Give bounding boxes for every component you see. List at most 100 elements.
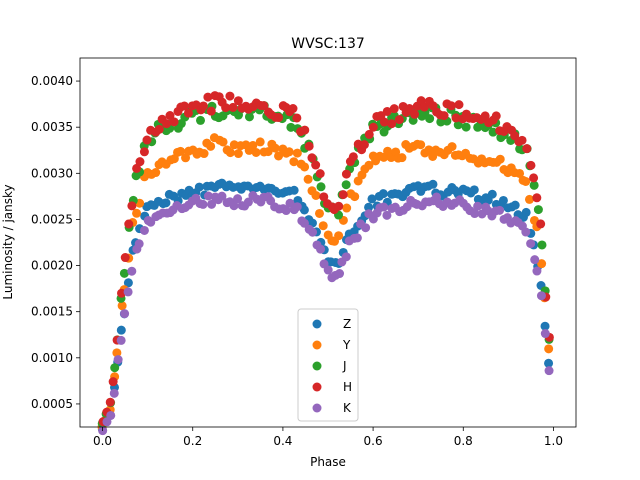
data-point — [379, 202, 389, 212]
y-tick-label: 0.0020 — [31, 259, 73, 273]
data-point — [338, 190, 348, 200]
data-point — [521, 207, 531, 217]
data-point — [311, 190, 321, 200]
data-point — [162, 119, 172, 129]
data-point — [469, 185, 479, 195]
data-point — [315, 169, 325, 179]
data-point — [536, 291, 546, 301]
data-point — [387, 119, 397, 129]
data-point — [120, 253, 130, 263]
data-point — [536, 219, 546, 229]
data-point — [425, 114, 435, 124]
y-tick-label: 0.0035 — [31, 120, 73, 134]
data-point — [259, 101, 269, 111]
data-point — [447, 142, 457, 152]
data-point — [454, 100, 464, 110]
data-point — [510, 200, 520, 210]
data-point — [233, 194, 243, 204]
data-point — [364, 202, 374, 212]
data-point — [394, 115, 404, 125]
data-point — [540, 329, 550, 339]
data-point — [274, 151, 284, 161]
data-point — [334, 201, 344, 211]
chart-title: WVSC:137 — [291, 36, 365, 52]
data-point — [251, 147, 261, 157]
data-point — [308, 227, 318, 237]
data-point — [521, 227, 531, 237]
data-point — [288, 104, 298, 114]
series-k-points — [98, 191, 554, 436]
data-point — [292, 202, 302, 212]
legend-marker-h — [312, 382, 322, 392]
series-h-points — [98, 91, 554, 427]
data-point — [110, 363, 120, 373]
x-tick-label: 0.0 — [93, 434, 112, 448]
data-point — [203, 191, 213, 201]
data-point — [318, 221, 328, 231]
data-point — [206, 106, 216, 116]
data-point — [183, 108, 193, 118]
data-point — [218, 137, 228, 147]
data-point — [432, 192, 442, 202]
data-point — [364, 129, 374, 139]
data-point — [243, 197, 253, 207]
data-point — [116, 335, 126, 345]
data-point — [199, 149, 209, 159]
data-point — [139, 147, 149, 157]
x-tick-label: 0.4 — [273, 434, 292, 448]
legend-label-y: Y — [342, 338, 351, 352]
data-point — [135, 157, 145, 167]
data-point — [179, 101, 189, 111]
data-point — [461, 122, 471, 132]
data-point — [498, 195, 508, 205]
data-point — [217, 191, 227, 201]
data-point — [154, 124, 164, 134]
data-point — [123, 278, 133, 288]
y-tick-label: 0.0010 — [31, 351, 73, 365]
data-point — [342, 203, 352, 213]
legend-marker-k — [312, 403, 322, 413]
data-point — [341, 180, 351, 190]
data-point — [352, 233, 362, 243]
y-axis-label: Luminosity / jansky — [1, 184, 15, 299]
data-point — [105, 397, 115, 407]
data-point — [522, 144, 532, 154]
data-point — [194, 182, 204, 192]
data-point — [244, 112, 254, 122]
data-point — [229, 201, 239, 211]
data-point — [382, 106, 392, 116]
data-point — [495, 154, 505, 164]
data-point — [198, 199, 208, 209]
data-point — [532, 266, 542, 276]
data-point — [108, 377, 118, 387]
data-point — [323, 265, 333, 275]
legend-box — [297, 308, 359, 422]
data-point — [285, 198, 295, 208]
data-point — [379, 117, 389, 127]
data-point — [544, 366, 554, 376]
data-point — [341, 252, 351, 262]
data-point — [446, 101, 456, 111]
data-point — [198, 101, 208, 111]
legend-label-h: H — [343, 380, 352, 394]
data-point — [207, 199, 217, 209]
data-point — [113, 355, 123, 365]
data-point — [335, 269, 345, 279]
x-tick-label: 0.8 — [454, 434, 473, 448]
data-point — [124, 219, 134, 229]
data-point — [300, 125, 310, 135]
data-point — [389, 104, 399, 114]
data-point — [424, 145, 434, 155]
data-point — [225, 148, 235, 158]
data-point — [134, 239, 144, 249]
data-point — [404, 103, 414, 113]
data-point — [292, 113, 302, 123]
data-point — [233, 149, 243, 159]
data-point — [410, 109, 420, 119]
data-point — [112, 348, 122, 358]
data-point — [289, 185, 299, 195]
data-point — [233, 96, 243, 106]
x-axis-label: Phase — [310, 455, 346, 469]
